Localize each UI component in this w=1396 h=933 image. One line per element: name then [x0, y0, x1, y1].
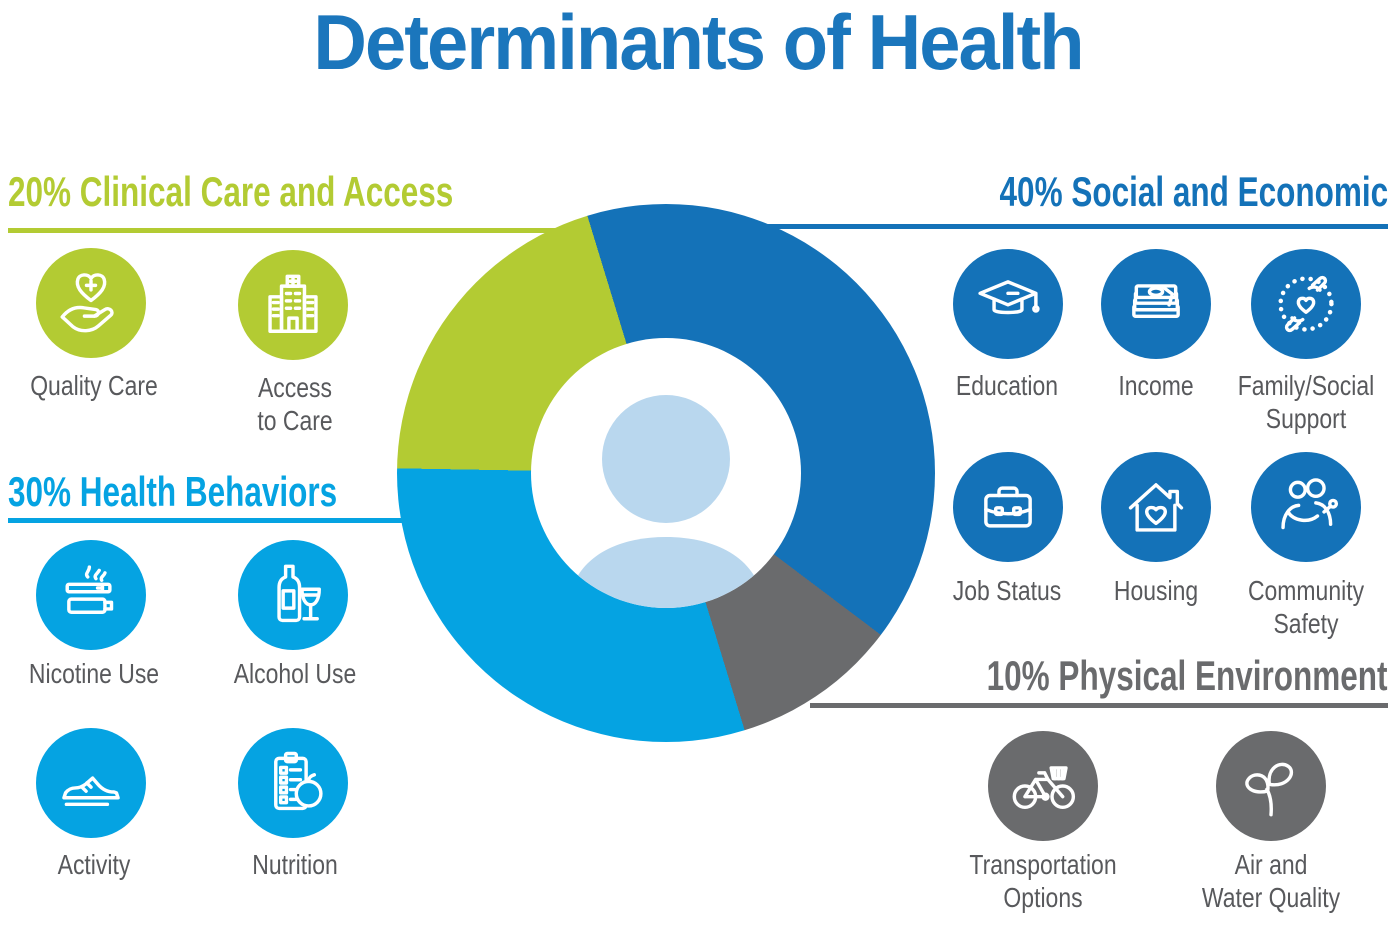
item-label-air-water-quality: Air and Water Quality — [1201, 849, 1341, 913]
house-heart-icon — [1101, 452, 1211, 562]
section-heading-health-behaviors: 30% Health Behaviors — [8, 468, 338, 515]
money-stack-icon — [1101, 249, 1211, 359]
clipboard-apple-icon — [238, 728, 348, 838]
bicycle-icon — [988, 731, 1098, 841]
hospital-icon — [238, 250, 348, 360]
hands-heart-icon — [1251, 249, 1361, 359]
donut-center — [531, 338, 801, 608]
section-heading-physical-environment: 10% Physical Environment — [987, 652, 1388, 699]
item-label-education: Education — [955, 370, 1059, 401]
person-icon — [568, 395, 764, 608]
section-rule-clinical-care — [8, 228, 566, 233]
hand-heart-icon — [36, 248, 146, 358]
item-label-activity: Activity — [57, 849, 131, 880]
section-rule-social-economic — [744, 224, 1388, 229]
graduation-cap-icon — [953, 249, 1063, 359]
item-label-nicotine-use: Nicotine Use — [28, 658, 160, 689]
section-heading-social-economic: 40% Social and Economic — [999, 168, 1388, 215]
people-hug-icon — [1251, 452, 1361, 562]
item-label-transportation-options: Transportation Options — [969, 849, 1117, 913]
bottle-glass-icon — [238, 540, 348, 650]
section-heading-clinical-care: 20% Clinical Care and Access — [8, 168, 454, 215]
running-shoe-icon — [36, 728, 146, 838]
item-label-housing: Housing — [1113, 575, 1199, 606]
cigarette-vape-icon — [36, 540, 146, 650]
item-label-community-safety: Community Safety — [1247, 575, 1365, 639]
briefcase-icon — [953, 452, 1063, 562]
section-rule-health-behaviors — [8, 518, 402, 523]
page-title: Determinants of Health — [313, 0, 1084, 86]
donut-chart — [397, 204, 935, 742]
item-label-job-status: Job Status — [952, 575, 1062, 606]
section-rule-physical-environment — [810, 703, 1388, 708]
item-label-alcohol-use: Alcohol Use — [233, 658, 357, 689]
item-label-access-to-care: Access to Care — [257, 372, 333, 436]
sprout-icon — [1216, 731, 1326, 841]
item-label-nutrition: Nutrition — [252, 849, 338, 880]
item-label-quality-care: Quality Care — [30, 370, 158, 401]
item-label-family-social-support: Family/Social Support — [1237, 370, 1375, 434]
item-label-income: Income — [1118, 370, 1194, 401]
